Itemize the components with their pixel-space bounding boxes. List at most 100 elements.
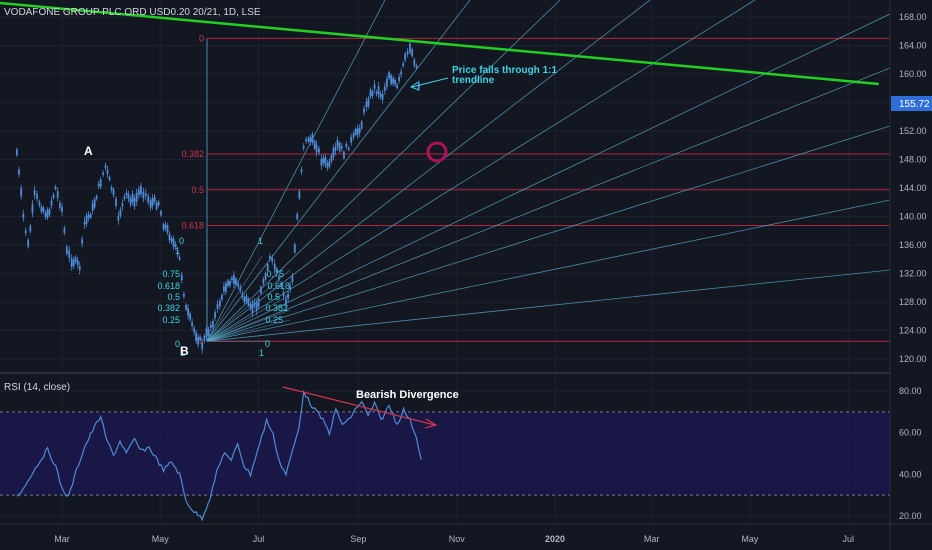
time-axis[interactable]: Mar May Jul Sep Nov 2020 Mar May Jul [54, 534, 854, 544]
gann-fan-ray[interactable] [206, 199, 891, 342]
gann-fan-ray[interactable] [206, 125, 891, 342]
candle-body [411, 49, 414, 56]
gann-fan-ray[interactable] [206, 0, 561, 342]
candle-body [180, 274, 183, 281]
candle-body [91, 203, 94, 211]
candle-body [328, 161, 331, 167]
gann-fan-ray[interactable] [206, 0, 756, 342]
candle-body [241, 293, 244, 298]
candle-body [237, 283, 240, 287]
price-tick-label: 148.00 [899, 155, 927, 165]
candle-body [218, 300, 221, 307]
trendline-note-line2: trendline [452, 75, 495, 86]
candle-body [58, 203, 61, 208]
candle-body [131, 193, 134, 202]
gann-fan-ray[interactable] [206, 13, 891, 342]
price-axis[interactable]: 168.00164.00160.00156.00152.00148.00144.… [899, 12, 927, 364]
candle-body [85, 215, 88, 224]
candle-body [207, 329, 210, 337]
candle-body [140, 185, 142, 195]
candle-body [193, 328, 196, 333]
trendline-note-line1: Price falls through 1:1 [452, 65, 557, 76]
candle-body [388, 72, 390, 79]
candle-body [89, 213, 92, 218]
candle-body [413, 59, 416, 66]
candle-body [320, 158, 323, 166]
candle-body [102, 172, 104, 175]
green-trendline[interactable] [0, 1, 879, 86]
gann-label: 1 [258, 236, 263, 246]
target-circle-marker[interactable] [426, 141, 448, 163]
candle-body [40, 206, 43, 212]
candle-body [183, 293, 185, 297]
gann-label: 1 [259, 348, 264, 358]
candle-body [87, 214, 90, 218]
candle-body [409, 43, 411, 53]
candle-body [147, 195, 150, 203]
gann-label: 0.618 [157, 281, 180, 291]
candle-body [350, 136, 353, 143]
rsi-axis[interactable]: 80.00 60.00 40.00 20.00 [899, 386, 922, 521]
candle-body [343, 151, 345, 159]
candle-body [115, 198, 117, 207]
gann-fan-ray[interactable] [206, 0, 471, 342]
rsi-tick-label: 20.00 [899, 511, 922, 521]
candle-body [189, 313, 191, 320]
time-tick-label: Jul [253, 534, 265, 544]
candle-body [305, 139, 307, 142]
time-tick-label: Jul [842, 534, 854, 544]
fib-level-label: 0.5 [191, 185, 204, 195]
candle-body [119, 209, 122, 216]
fib-level-label: 0.618 [181, 221, 204, 231]
symbol-title[interactable]: VODAFONE GROUP PLC ORD USD0.20 20/21, 1D… [4, 7, 261, 18]
candle-body [273, 263, 276, 270]
rsi-title[interactable]: RSI (14, close) [4, 382, 70, 393]
candle-body [162, 224, 165, 230]
gann-label: 0 [265, 339, 270, 349]
candle-body [231, 277, 233, 281]
candle-body [285, 298, 287, 305]
candle-body [151, 197, 154, 206]
candle-body [81, 239, 84, 244]
candle-body [108, 176, 111, 180]
candle-body [367, 98, 370, 107]
gann-fan-ray-minor [206, 294, 291, 342]
candle-body [247, 298, 250, 306]
candle-body [233, 275, 235, 284]
candle-body [155, 202, 158, 209]
note-arrow [411, 77, 449, 88]
gann-fan-ray[interactable] [206, 269, 891, 342]
candle-body [377, 86, 380, 95]
candle-body [160, 211, 162, 216]
gann-label: 0.75 [266, 269, 284, 279]
time-tick-label: May [741, 534, 759, 544]
time-tick-label: Sep [350, 534, 366, 544]
gann-fan-ray[interactable] [206, 67, 891, 342]
rsi-line [16, 389, 422, 522]
point-b-label: B [180, 344, 189, 358]
candle-body [379, 93, 382, 98]
candle-body [289, 285, 292, 290]
gann-fan-ray[interactable] [206, 0, 386, 342]
candle-body [33, 189, 36, 196]
candle-body [170, 238, 173, 242]
divergence-arrow[interactable] [282, 386, 436, 426]
candle-body [199, 336, 202, 341]
gann-label: 0.25 [162, 315, 180, 325]
time-tick-label: May [152, 534, 170, 544]
candle-body [375, 92, 378, 95]
current-price-badge [891, 96, 932, 111]
divergence-arrowhead [424, 418, 438, 429]
candle-body [318, 148, 320, 153]
candle-body [264, 273, 267, 280]
grid-lines [0, 0, 890, 524]
candle-body [383, 86, 386, 91]
gann-label: 0.5 [267, 292, 280, 302]
candle-body [74, 257, 77, 262]
candle-body [225, 283, 227, 292]
candle-body [347, 147, 350, 150]
candle-body [93, 199, 96, 208]
candle-body [195, 332, 198, 342]
price-tick-label: 132.00 [899, 269, 927, 279]
